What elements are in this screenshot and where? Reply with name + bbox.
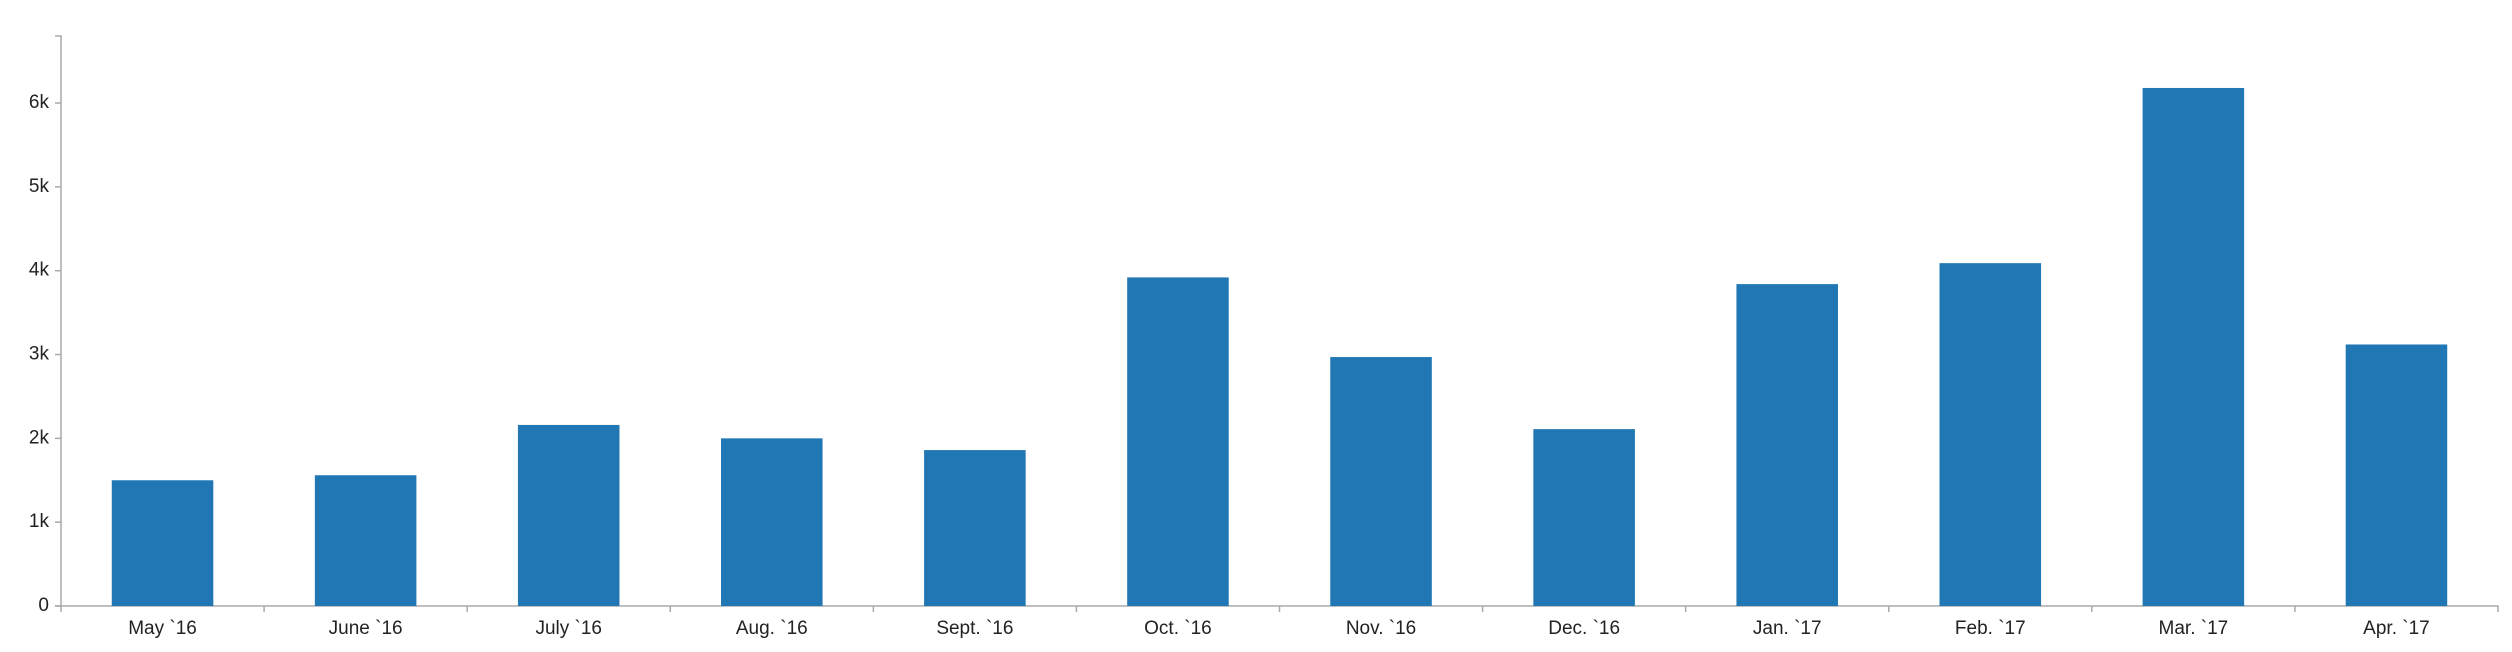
x-tick-label: Mar. `17: [2159, 618, 2229, 639]
bar[interactable]: [721, 438, 823, 606]
bar[interactable]: [924, 450, 1026, 606]
bars: [111, 87, 2448, 607]
bar[interactable]: [2142, 87, 2245, 607]
y-axis: 0 1k 2k 3k 4k 5k 6k: [29, 35, 62, 616]
bar[interactable]: [1939, 263, 2042, 606]
y-tick-label: 3k: [29, 344, 50, 365]
x-tick-label: May `16: [128, 618, 197, 639]
y-tick-label: 1k: [29, 511, 50, 532]
bar[interactable]: [1127, 277, 1229, 606]
x-tick-label: July `16: [535, 618, 602, 639]
x-tick-label: Dec. `16: [1548, 618, 1620, 639]
bar[interactable]: [314, 475, 417, 606]
x-axis: May `16 June `16 July `16 Aug. `16 Sept. `16…: [60, 605, 2499, 639]
x-tick-label: Jan. `17: [1753, 618, 1822, 639]
y-axis-line: [55, 35, 62, 607]
x-tick-label: Oct. `16: [1144, 618, 1212, 639]
x-tick-label: Feb. `17: [1955, 618, 2026, 639]
x-tick-label: Sept. `16: [936, 618, 1013, 639]
y-tick-label: 5k: [29, 176, 50, 197]
y-tick-label: 2k: [29, 427, 50, 448]
bar[interactable]: [1330, 357, 1432, 606]
bar[interactable]: [1736, 284, 1838, 606]
x-tick-label: Nov. `16: [1346, 618, 1416, 639]
x-tick-label: June `16: [329, 618, 403, 639]
y-tick-label: 4k: [29, 260, 50, 281]
y-tick-label: 6k: [29, 92, 50, 113]
bar[interactable]: [2345, 344, 2448, 606]
x-tick-label: Aug. `16: [736, 618, 808, 639]
bar[interactable]: [111, 480, 214, 606]
y-tick-label: 0: [38, 595, 49, 616]
bar[interactable]: [517, 424, 620, 606]
x-tick-label: Apr. `17: [2363, 618, 2430, 639]
bar[interactable]: [1533, 429, 1635, 606]
